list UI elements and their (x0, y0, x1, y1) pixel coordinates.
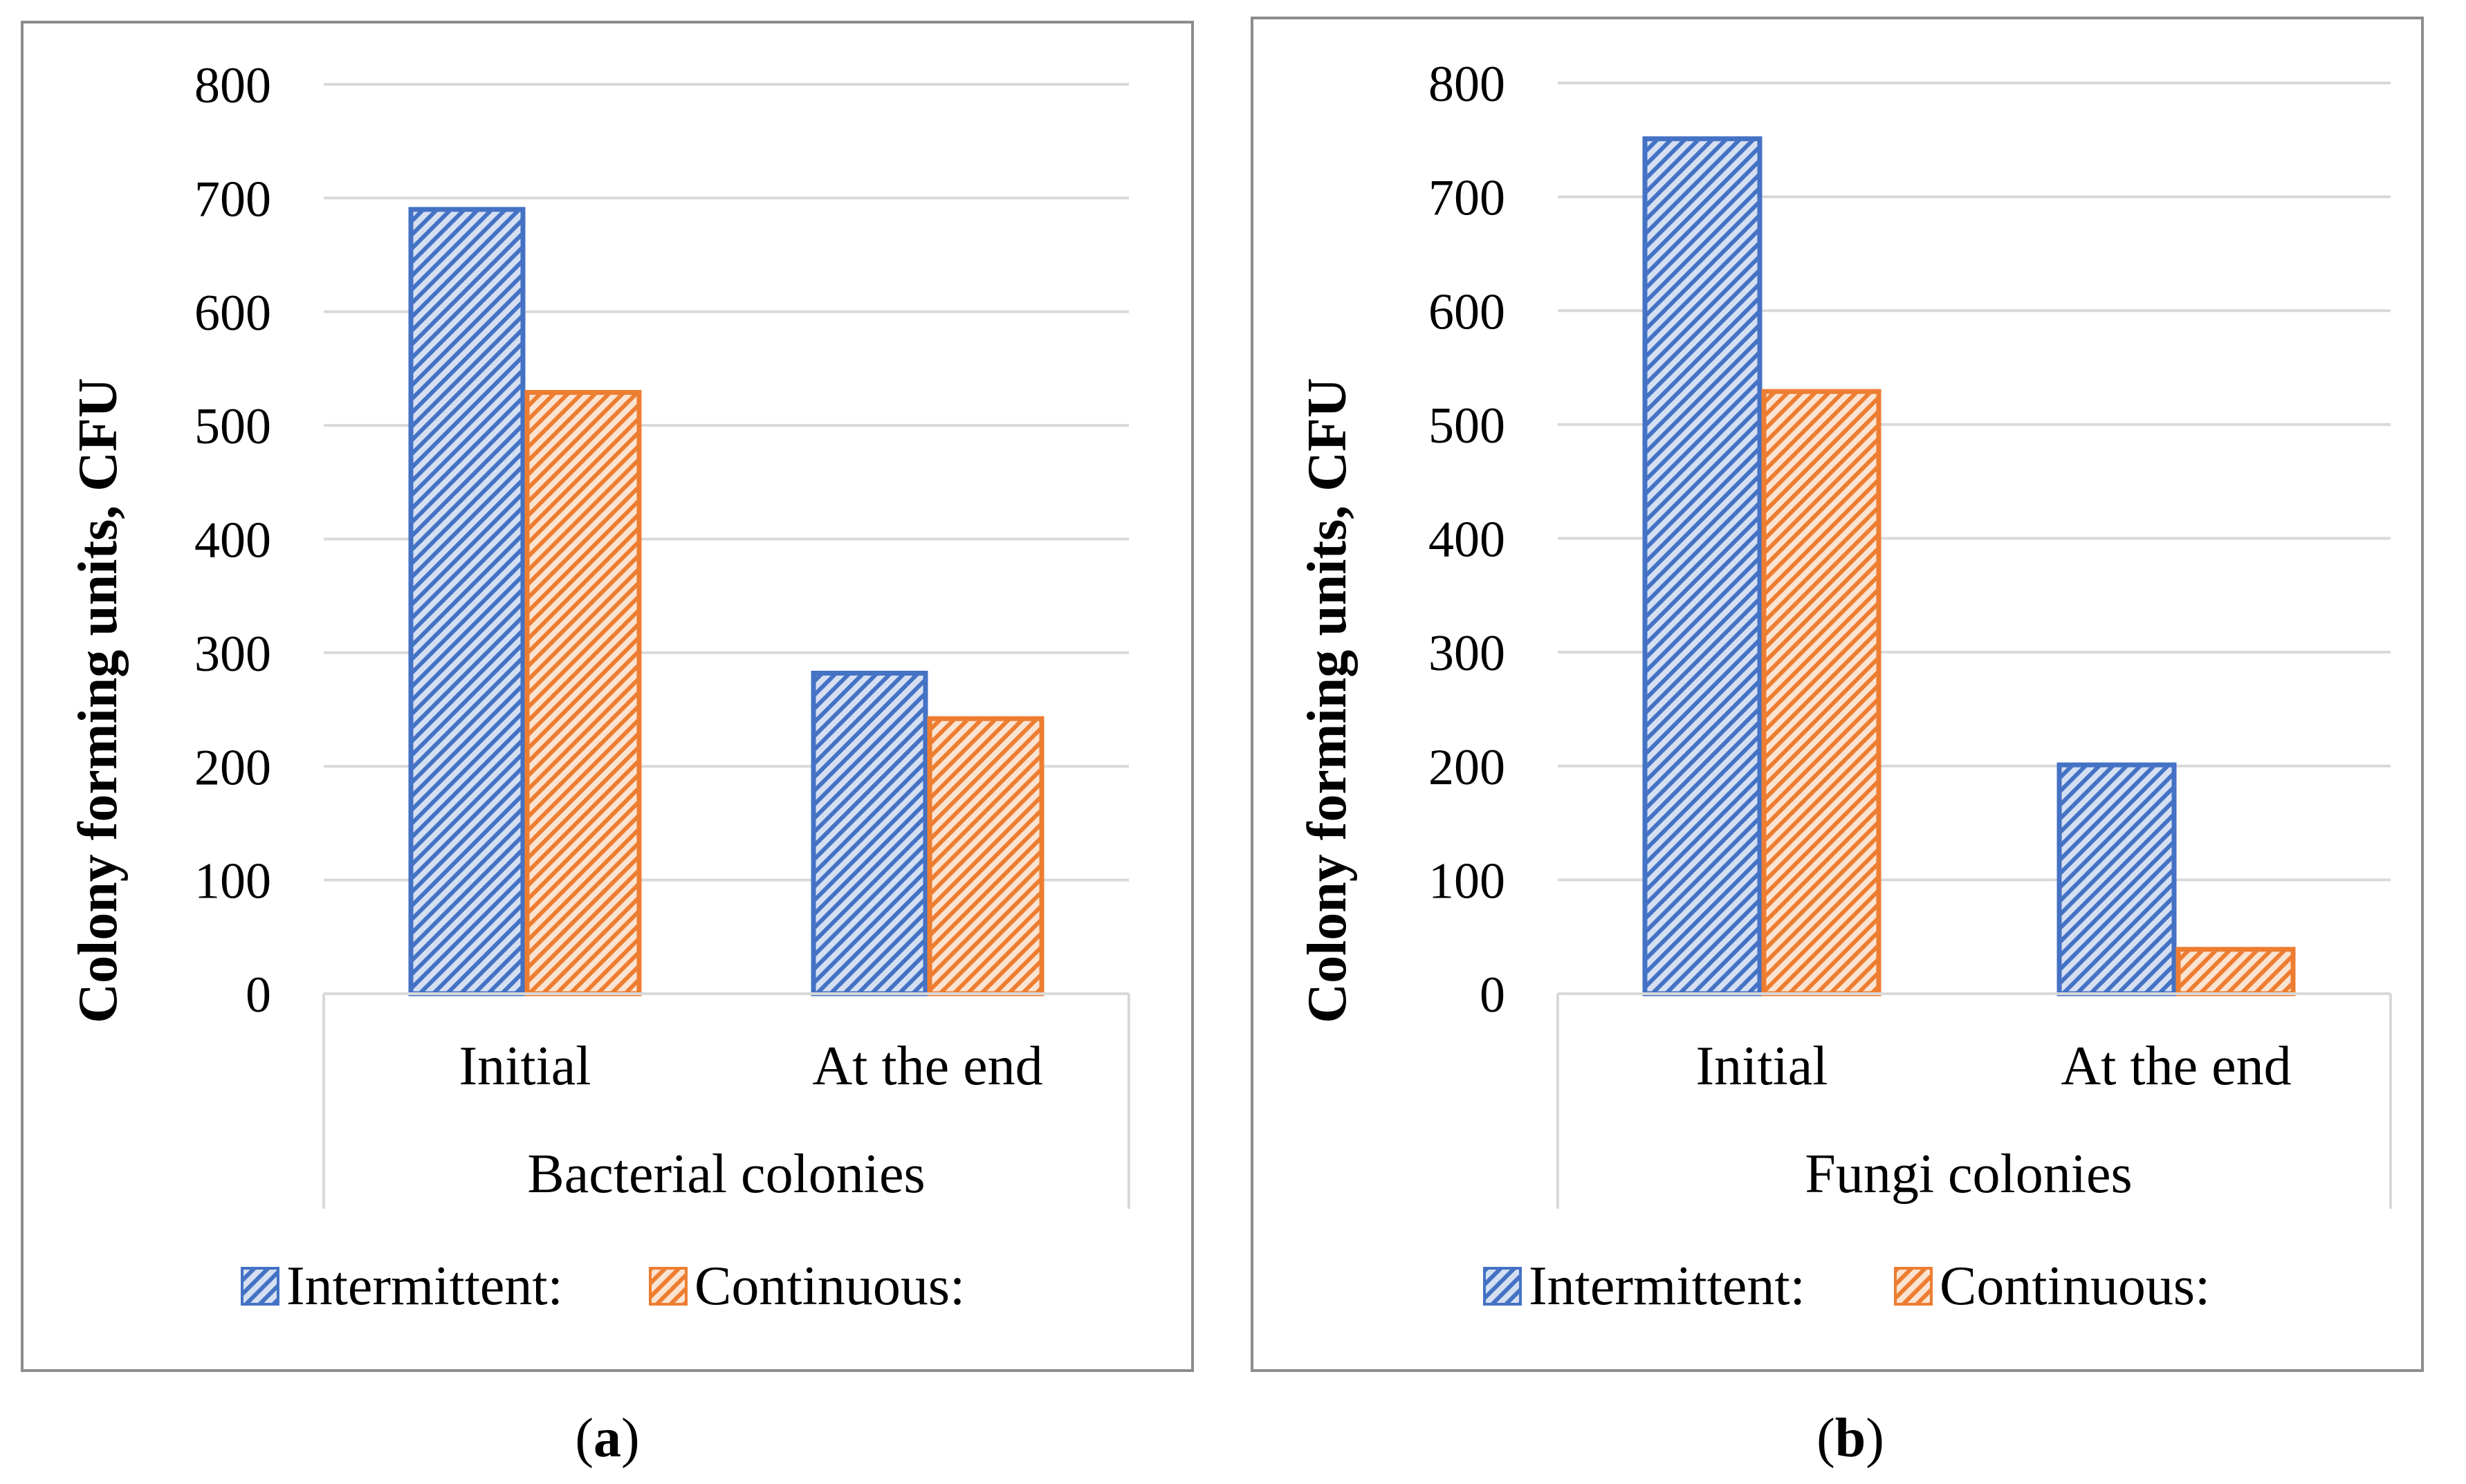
chart-b-x-axis (1556, 992, 2392, 1209)
chart-a-bar-continuous-at-the-end (927, 716, 1045, 996)
chart-b-legend: Intermittent: Continuous: (1483, 1256, 2210, 1317)
chart-a-legend: Intermittent: Continuous: (241, 1256, 965, 1317)
chart-a-y-tick-label-100: 100 (194, 853, 271, 910)
chart-b-bar-continuous-at-the-end (2175, 947, 2296, 996)
chart-b-panel-caption: (b) (1816, 1408, 1884, 1469)
chart-panel-b: 0 100 200 300 400 500 600 700 800 Colony forming… (1251, 17, 2424, 1469)
chart-b-bar-intermittent-initial (1642, 136, 1763, 996)
chart-a-group-label: Bacterial colonies (527, 1144, 925, 1205)
chart-b-bar-continuous-initial (1761, 389, 1881, 996)
chart-a-bar-continuous-initial (524, 389, 642, 996)
chart-b-legend-label-continuous: Continuous: (1940, 1256, 2210, 1317)
chart-b-legend-swatch-intermittent (1483, 1267, 1522, 1306)
chart-b-bars (1642, 136, 2296, 996)
chart-b-y-tick-label-700: 700 (1428, 170, 1505, 227)
chart-panel-a: 0 100 200 300 400 500 600 700 800 Colony forming… (21, 21, 1194, 1469)
chart-a-y-tick-label-700: 700 (194, 171, 271, 228)
chart-a-y-tick-label-800: 800 (194, 57, 271, 114)
chart-b-x-tick-label-at-the-end: At the end (2061, 1036, 2291, 1097)
chart-b-y-tick-label-200: 200 (1428, 739, 1505, 796)
chart-b-legend-swatch-continuous (1894, 1267, 1933, 1306)
chart-a-bar-intermittent-initial (408, 207, 526, 996)
chart-a-x-tick-label-initial: Initial (459, 1036, 591, 1097)
chart-a-panel-caption: (a) (575, 1408, 639, 1469)
chart-a-y-tick-label-0: 0 (246, 967, 271, 1023)
chart-b-x-tick-label-initial: Initial (1695, 1036, 1828, 1097)
chart-a-legend-label-continuous: Continuous: (694, 1256, 965, 1317)
chart-b-y-tick-label-800: 800 (1428, 56, 1505, 113)
chart-b-y-tick-label-500: 500 (1428, 398, 1505, 454)
chart-b-y-tick-label-600: 600 (1428, 284, 1505, 340)
chart-b-group-label: Fungi colonies (1805, 1144, 2132, 1205)
chart-a-y-tick-label-300: 300 (194, 626, 271, 683)
chart-a-legend-swatch-continuous (649, 1267, 688, 1306)
chart-a-y-tick-label-600: 600 (194, 285, 271, 342)
chart-b-y-axis-label: Colony forming units, CFU (1297, 378, 1358, 1023)
chart-b-y-tick-label-400: 400 (1428, 512, 1505, 568)
chart-b-panel-letter: b (1835, 1408, 1866, 1469)
chart-a-legend-swatch-intermittent (241, 1267, 279, 1306)
chart-a-y-ticks: 0 100 200 300 400 500 600 700 800 (194, 57, 271, 1023)
chart-a-panel-letter: a (594, 1408, 621, 1469)
chart-a-x-tick-label-at-the-end: At the end (812, 1036, 1042, 1097)
chart-a-y-axis-label: Colony forming units, CFU (68, 378, 129, 1023)
chart-b-y-tick-label-300: 300 (1428, 625, 1505, 682)
chart-a-y-tick-label-400: 400 (194, 512, 271, 569)
chart-b-y-tick-label-0: 0 (1480, 967, 1505, 1023)
chart-a-bars (408, 207, 1045, 996)
chart-b-legend-label-intermittent: Intermittent: (1529, 1256, 1805, 1317)
chart-a-x-axis (322, 992, 1130, 1209)
chart-b-y-tick-label-100: 100 (1428, 853, 1505, 909)
chart-a-y-tick-label-500: 500 (194, 398, 271, 455)
chart-a-legend-label-intermittent: Intermittent: (286, 1256, 563, 1317)
chart-a-y-tick-label-200: 200 (194, 739, 271, 796)
chart-b-bar-intermittent-at-the-end (2056, 762, 2177, 996)
chart-a-bar-intermittent-at-the-end (811, 670, 928, 996)
chart-b-y-ticks: 0 100 200 300 400 500 600 700 800 (1428, 56, 1505, 1023)
